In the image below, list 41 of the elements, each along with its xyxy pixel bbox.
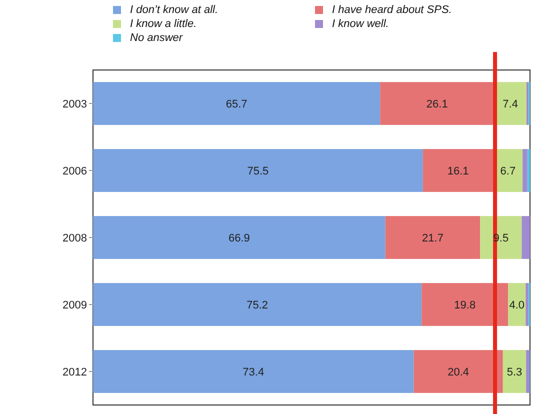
bar (380, 82, 494, 125)
data-label: 20.4 (448, 366, 470, 378)
data-label: 4.0 (509, 299, 525, 312)
data-label: 65.7 (226, 98, 248, 110)
y-tick-label: 2012 (62, 366, 87, 378)
bar (527, 149, 530, 192)
bar (526, 350, 530, 393)
legend-label: No answer (130, 32, 184, 44)
legend-label: I know well. (332, 18, 389, 30)
data-label: 75.5 (247, 165, 269, 178)
data-label: 6.7 (500, 165, 516, 178)
data-label: 5.3 (506, 366, 522, 378)
bar (502, 350, 526, 393)
data-label: 21.7 (422, 232, 444, 244)
bar (522, 149, 528, 192)
y-tick-label: 2009 (62, 299, 87, 312)
bar (422, 149, 494, 192)
bar (93, 149, 423, 192)
bar (93, 82, 380, 125)
bar (508, 283, 526, 326)
legend-label: I know a little. (130, 18, 197, 30)
legend-label: I have heard about SPS. (332, 4, 452, 16)
bar (93, 216, 386, 259)
data-label: 73.4 (242, 366, 264, 378)
data-label: 19.8 (454, 299, 476, 312)
bar (93, 350, 414, 393)
bar (93, 283, 422, 326)
y-tick-label: 2006 (62, 165, 87, 178)
bar (414, 350, 503, 393)
bar (385, 216, 480, 259)
y-tick-label: 2003 (62, 98, 87, 110)
bar (522, 216, 530, 259)
data-label: 26.1 (426, 98, 448, 110)
data-label: 7.4 (502, 98, 518, 110)
bar (526, 283, 529, 326)
data-label: 16.1 (447, 165, 469, 178)
y-tick-label: 2008 (62, 232, 87, 244)
data-label: 66.9 (228, 232, 250, 244)
bar (422, 283, 508, 326)
legend-label: I don’t know at all. (130, 4, 218, 16)
data-label: 75.2 (246, 299, 268, 312)
